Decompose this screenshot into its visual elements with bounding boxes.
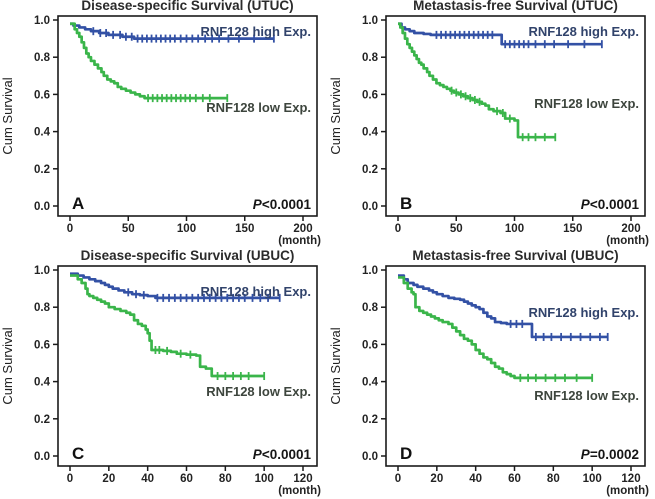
y-tick-label: 0.6 [34, 339, 50, 351]
x-axis-unit-label: (month) [606, 235, 649, 247]
panel-a-chart: Disease-specific Survival (UTUC) Cum Surv… [0, 0, 321, 247]
legend-label-high: RNF128 high Exp. [200, 284, 311, 299]
y-axis-label: Cum Survival [0, 327, 15, 404]
survival-curve-high [70, 22, 274, 40]
y-tick-label: 0.2 [34, 414, 50, 426]
survival-curve-low [70, 274, 265, 378]
panel-c-chart: Disease-specific Survival (UBUC) Cum Surv… [0, 250, 321, 497]
y-tick-label: 1.0 [362, 15, 378, 27]
x-tick-label: 50 [122, 223, 135, 235]
legend-label-low: RNF128 low Exp. [534, 96, 639, 111]
y-axis-label: Cum Survival [328, 327, 343, 404]
p-value: P<0.0001 [253, 447, 312, 462]
y-tick-label: 0.0 [34, 201, 50, 213]
y-axis-label: Cum Survival [328, 77, 343, 154]
x-tick-label: 40 [141, 473, 154, 485]
y-tick-label: 0.8 [34, 52, 51, 64]
p-value: P<0.0001 [253, 197, 312, 212]
y-tick-label: 0.8 [362, 302, 379, 314]
survival-curve-low [398, 276, 593, 380]
panel-letter: D [400, 444, 412, 463]
legend-label-high: RNF128 high Exp. [528, 305, 639, 320]
legend-label-low: RNF128 low Exp. [206, 100, 311, 115]
x-tick-label: 0 [67, 223, 73, 235]
legend-label-high: RNF128 high Exp. [200, 24, 311, 39]
y-tick-label: 0.4 [34, 127, 51, 139]
x-tick-label: 60 [180, 473, 193, 485]
y-tick-label: 0.4 [362, 377, 379, 389]
y-tick-label: 0.0 [362, 451, 378, 463]
y-tick-label: 0.2 [362, 164, 378, 176]
y-axis-label: Cum Survival [0, 77, 15, 154]
plot-frame [385, 15, 646, 217]
p-value: P=0.0002 [581, 447, 639, 462]
y-tick-label: 0.8 [34, 302, 51, 314]
x-tick-label: 120 [293, 473, 312, 485]
y-tick-label: 0.6 [362, 89, 378, 101]
y-tick-label: 0.0 [362, 201, 378, 213]
panel-letter: B [400, 194, 412, 213]
x-tick-label: 60 [508, 473, 521, 485]
x-tick-label: 20 [102, 473, 115, 485]
y-tick-label: 0.2 [34, 164, 50, 176]
panel-b-chart: Metastasis-free Survival (UTUC) Cum Survi… [328, 0, 649, 247]
y-tick-label: 1.0 [34, 15, 50, 27]
x-tick-label: 100 [177, 223, 196, 235]
x-tick-label: 0 [395, 473, 401, 485]
panel-metastasis-free-survival-ubuc: Metastasis-free Survival (UBUC) Cum Survi… [328, 250, 655, 499]
survival-curve-low [70, 22, 228, 100]
x-tick-label: 80 [547, 473, 560, 485]
panel-title: Disease-specific Survival (UTUC) [81, 0, 293, 13]
x-tick-label: 150 [563, 223, 582, 235]
x-tick-label: 20 [430, 473, 443, 485]
x-tick-label: 150 [235, 223, 254, 235]
y-tick-label: 1.0 [362, 265, 378, 277]
survival-curve-high [70, 272, 280, 300]
plot-frame [57, 15, 318, 217]
x-tick-label: 100 [583, 473, 602, 485]
legend-label-low: RNF128 low Exp. [206, 384, 311, 399]
legend-label-low: RNF128 low Exp. [534, 388, 639, 403]
y-tick-label: 0.2 [362, 414, 378, 426]
x-axis-unit-label: (month) [606, 485, 649, 497]
panel-metastasis-free-survival-utuc: Metastasis-free Survival (UTUC) Cum Survi… [328, 0, 655, 249]
y-tick-label: 0.6 [34, 89, 50, 101]
x-tick-label: 200 [621, 223, 640, 235]
y-tick-label: 0.4 [362, 127, 379, 139]
panel-title: Disease-specific Survival (UBUC) [81, 250, 295, 263]
x-tick-label: 0 [395, 223, 401, 235]
legend-label-high: RNF128 high Exp. [528, 24, 639, 39]
x-tick-label: 0 [67, 473, 73, 485]
y-tick-label: 0.4 [34, 377, 51, 389]
x-tick-label: 80 [219, 473, 232, 485]
panel-title: Metastasis-free Survival (UTUC) [413, 0, 618, 13]
panel-letter: C [72, 444, 84, 463]
panel-disease-specific-survival-utuc: Disease-specific Survival (UTUC) Cum Surv… [0, 0, 327, 249]
y-tick-label: 1.0 [34, 265, 50, 277]
x-tick-label: 100 [505, 223, 524, 235]
x-axis-unit-label: (month) [278, 235, 321, 247]
plot-frame [57, 265, 318, 467]
p-value: P<0.0001 [581, 197, 640, 212]
survival-curve-high [398, 274, 608, 339]
panel-title: Metastasis-free Survival (UBUC) [412, 250, 618, 263]
panel-letter: A [72, 194, 84, 213]
panel-disease-specific-survival-ubuc: Disease-specific Survival (UBUC) Cum Surv… [0, 250, 327, 499]
x-tick-label: 200 [293, 223, 312, 235]
panel-d-chart: Metastasis-free Survival (UBUC) Cum Survi… [328, 250, 649, 497]
x-axis-unit-label: (month) [278, 485, 321, 497]
y-tick-label: 0.6 [362, 339, 378, 351]
x-tick-label: 40 [469, 473, 482, 485]
y-tick-label: 0.0 [34, 451, 50, 463]
survival-curve-low [398, 22, 556, 139]
x-tick-label: 120 [621, 473, 640, 485]
plot-frame [385, 265, 646, 467]
x-tick-label: 50 [450, 223, 463, 235]
x-tick-label: 100 [255, 473, 274, 485]
y-tick-label: 0.8 [362, 52, 379, 64]
